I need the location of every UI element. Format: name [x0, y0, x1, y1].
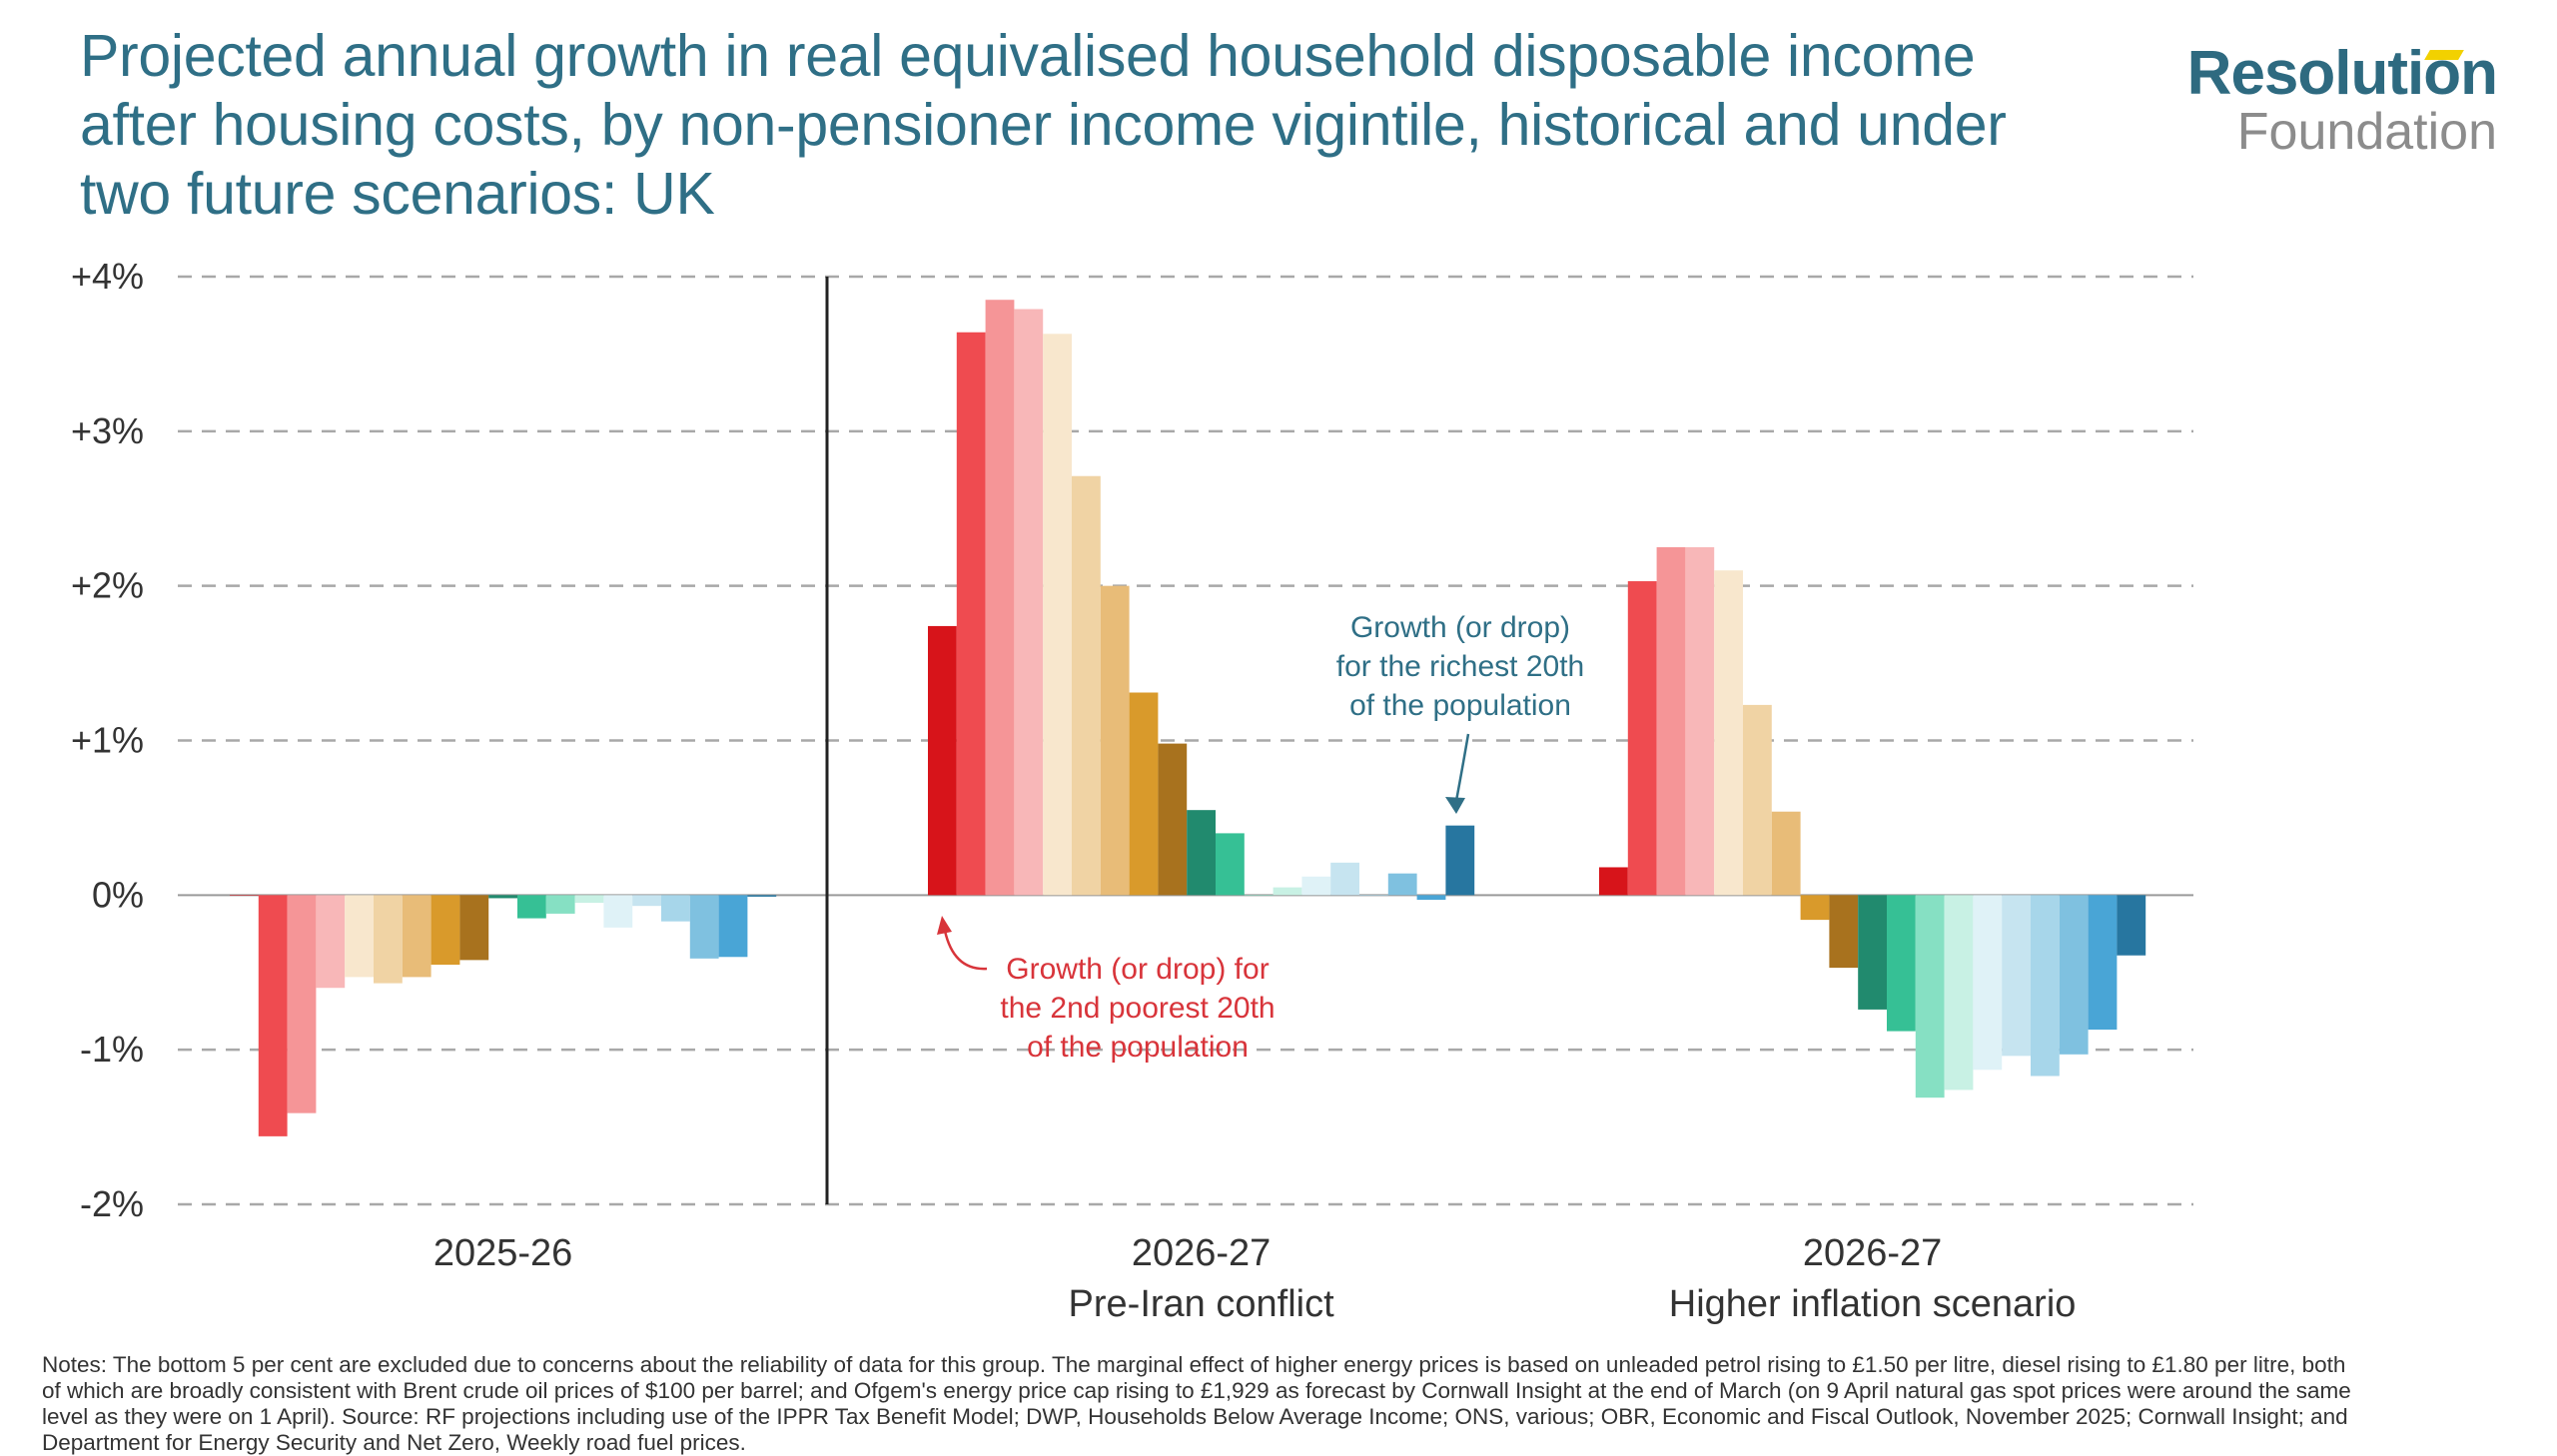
- bar-group1-vigintile-19: [718, 895, 748, 958]
- annotation-richest-arrow: [1454, 733, 1470, 802]
- bar-group1-vigintile-10: [459, 895, 489, 961]
- bar-group1-vigintile-8: [402, 895, 431, 978]
- bar-group1-vigintile-5: [316, 895, 346, 989]
- annotation-2nd-poorest-text: Growth (or drop) for: [1006, 953, 1269, 986]
- bar-group3-vigintile-7: [1743, 704, 1772, 896]
- bar-group3-vigintile-8: [1771, 811, 1801, 896]
- bar-group2-vigintile-11: [1187, 810, 1216, 896]
- bar-group3-vigintile-17: [2031, 895, 2060, 1077]
- bar-group3-vigintile-6: [1714, 570, 1743, 896]
- annotation-richest-text: of the population: [1349, 689, 1571, 722]
- bar-group1-vigintile-13: [545, 895, 575, 914]
- bar-group3-vigintile-2: [1599, 867, 1628, 896]
- y-tick-label: -2%: [80, 1183, 144, 1224]
- bar-group3-vigintile-11: [1858, 895, 1887, 1010]
- bar-group1-vigintile-17: [661, 895, 690, 922]
- bar-group3-vigintile-3: [1627, 581, 1657, 896]
- bar-group2-vigintile-7: [1072, 475, 1101, 896]
- logo-top-text: Resolution: [2187, 42, 2498, 106]
- bar-group3-vigintile-13: [1915, 895, 1945, 1098]
- bar-group2-vigintile-8: [1100, 585, 1130, 896]
- bar-group2-vigintile-2: [928, 625, 957, 896]
- annotation-2nd-poorest-text: of the population: [1027, 1031, 1249, 1064]
- bar-group1-vigintile-12: [517, 895, 546, 919]
- bar-group1-vigintile-15: [603, 895, 633, 928]
- bar-group2-vigintile-4: [985, 300, 1015, 896]
- bar-group3-vigintile-15: [1973, 895, 2003, 1071]
- bar-group3-vigintile-19: [2088, 895, 2118, 1031]
- annotation-2nd-poorest-arrowhead: [937, 916, 952, 935]
- bar-group1-vigintile-16: [632, 895, 661, 907]
- resolution-foundation-logo: Resolution Foundation: [2187, 42, 2498, 161]
- bar-group1-vigintile-14: [574, 895, 604, 904]
- annotations: Growth (or drop) for the richest 20th of t…: [937, 611, 1584, 1064]
- bar-group2-vigintile-12: [1216, 833, 1245, 896]
- x-group-sublabel: Higher inflation scenario: [1669, 1283, 2077, 1325]
- bar-group1-vigintile-6: [345, 895, 374, 978]
- x-group-label: 2025-26: [433, 1232, 572, 1274]
- annotation-richest-text: for the richest 20th: [1336, 650, 1584, 683]
- bar-group2-vigintile-6: [1043, 334, 1072, 896]
- bar-group3-vigintile-14: [1944, 895, 1974, 1091]
- annotation-2nd-poorest-arrow: [943, 930, 988, 971]
- bar-group2-vigintile-16: [1330, 862, 1359, 896]
- y-tick-label: +1%: [71, 720, 144, 761]
- bar-group1-vigintile-4: [287, 895, 317, 1113]
- y-tick-label: +4%: [71, 256, 144, 297]
- bar-group2-vigintile-5: [1014, 309, 1044, 896]
- x-group-label: 2026-27: [1132, 1232, 1271, 1274]
- y-tick-label: +3%: [71, 410, 144, 451]
- bar-group3-vigintile-5: [1685, 546, 1715, 896]
- bar-group3-vigintile-18: [2059, 895, 2089, 1055]
- y-tick-label: +2%: [71, 565, 144, 606]
- bar-group2-vigintile-20: [1445, 825, 1475, 896]
- bar-group2-vigintile-17: [1359, 895, 1388, 896]
- bar-group1-vigintile-3: [258, 895, 288, 1136]
- logo-bottom-text: Foundation: [2236, 103, 2497, 161]
- bar-group2-vigintile-19: [1416, 895, 1446, 900]
- bar-group2-vigintile-13: [1244, 895, 1274, 896]
- bar-group1-vigintile-2: [230, 895, 259, 896]
- y-tick-label: 0%: [92, 874, 144, 915]
- bar-group3-vigintile-12: [1887, 895, 1916, 1032]
- bar-group1-vigintile-11: [488, 895, 517, 899]
- bar-group3-vigintile-9: [1800, 895, 1830, 921]
- bar-group3-vigintile-10: [1829, 895, 1859, 969]
- notes-source: Notes: The bottom 5 per cent are exclude…: [42, 1352, 2351, 1455]
- bar-chart: +4% +3% +2% +1% 0% -1% -2% 2025-26 2026-27 Pre-I…: [71, 256, 2193, 1325]
- bars: [230, 300, 2146, 1136]
- bar-group2-vigintile-9: [1129, 692, 1159, 896]
- bar-group1-vigintile-20: [747, 895, 777, 897]
- annotation-2nd-poorest-text: the 2nd poorest 20th: [1000, 992, 1275, 1025]
- x-group-label: 2026-27: [1803, 1232, 1942, 1274]
- x-axis-labels: 2025-26 2026-27 Pre-Iran conflict 2026-27 Hi…: [433, 1232, 2077, 1325]
- y-axis-ticks: +4% +3% +2% +1% 0% -1% -2%: [71, 256, 144, 1224]
- bar-group1-vigintile-18: [689, 895, 719, 959]
- x-group-sublabel: Pre-Iran conflict: [1069, 1283, 1335, 1325]
- bar-group2-vigintile-10: [1158, 743, 1188, 896]
- bar-group2-vigintile-18: [1387, 873, 1417, 896]
- bar-group2-vigintile-3: [956, 332, 986, 896]
- bar-group3-vigintile-20: [2117, 895, 2146, 956]
- bar-group2-vigintile-14: [1273, 887, 1302, 896]
- bar-group1-vigintile-7: [374, 895, 403, 984]
- y-tick-label: -1%: [80, 1029, 144, 1070]
- bar-group3-vigintile-16: [2002, 895, 2031, 1057]
- bar-group1-vigintile-9: [430, 895, 460, 966]
- annotation-richest-text: Growth (or drop): [1350, 611, 1570, 644]
- chart-title: Projected annual growth in real equivali…: [80, 23, 2007, 227]
- annotation-richest-arrowhead: [1445, 797, 1465, 814]
- bar-group2-vigintile-15: [1301, 876, 1331, 896]
- gridlines: [178, 275, 2193, 1206]
- bar-group3-vigintile-4: [1656, 546, 1686, 896]
